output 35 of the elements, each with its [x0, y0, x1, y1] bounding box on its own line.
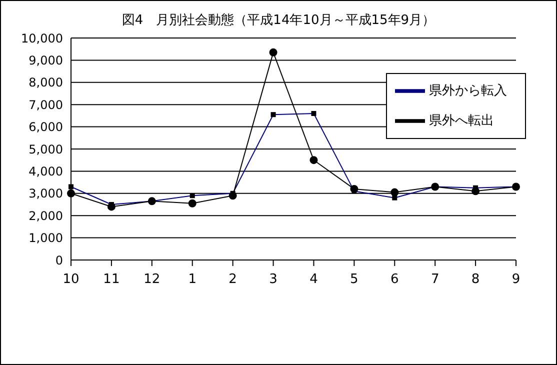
y-tick-label: 5,000 — [28, 142, 63, 156]
x-tick-label: 2 — [228, 272, 237, 288]
y-tick-label: 9,000 — [28, 53, 63, 68]
point — [188, 199, 196, 208]
point — [107, 202, 116, 211]
point — [67, 189, 75, 198]
x-tick-label: 7 — [430, 272, 440, 288]
x-tick-label: 1 — [188, 272, 197, 288]
x-tick-label: 12 — [144, 272, 160, 288]
y-tick-label: 3,000 — [28, 186, 63, 201]
y-tick-label: 1,000 — [28, 231, 63, 246]
point — [350, 184, 358, 193]
legend-label: 県外へ転出 — [429, 114, 494, 129]
chart-title: 図4 月別社会動態（平成14年10月～平成15年9月） — [120, 12, 436, 30]
y-tick-label: 4,000 — [28, 164, 63, 178]
x-tick-label: 10 — [62, 272, 80, 288]
y-tick-label: 10,000 — [21, 31, 63, 46]
x-tick-label: 8 — [471, 272, 480, 288]
y-tick-label: 8,000 — [28, 76, 63, 90]
x-tick-label: 9 — [512, 272, 520, 288]
legend-label: 県外から転入 — [429, 84, 507, 99]
y-tick-label: 2,000 — [28, 208, 63, 223]
point — [269, 48, 278, 56]
x-tick-label: 11 — [103, 272, 120, 288]
y-tick-label: 6,000 — [28, 120, 63, 134]
x-tick-label: 6 — [390, 272, 399, 288]
point — [228, 192, 237, 200]
x-tick-label: 3 — [269, 272, 278, 288]
point — [472, 187, 480, 196]
point — [390, 188, 399, 196]
x-tick-label: 4 — [310, 272, 318, 288]
y-tick-label: 7,000 — [28, 98, 63, 112]
point — [310, 156, 318, 164]
y-tick-label: 0 — [55, 253, 63, 268]
x-tick-label: 5 — [350, 272, 358, 288]
